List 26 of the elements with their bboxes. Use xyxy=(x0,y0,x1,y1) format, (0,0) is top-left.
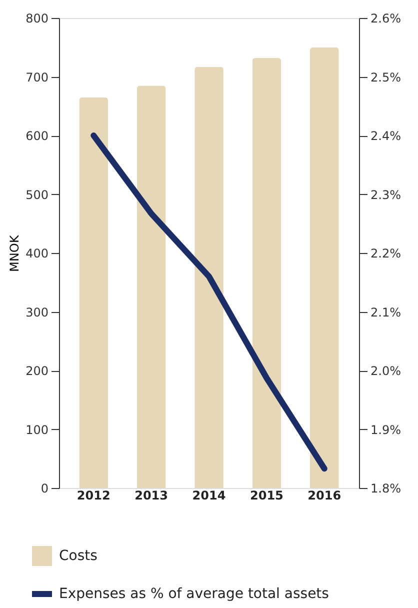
y-tick-label: 0 xyxy=(40,482,48,496)
y-tick-label: 300 xyxy=(26,305,48,320)
x-tick-label: 2016 xyxy=(308,488,342,502)
y2-tick-label: 2.2% xyxy=(370,246,401,260)
y2-tick-label: 2.0% xyxy=(370,364,401,378)
y2-tick-label: 2.1% xyxy=(370,305,401,320)
y-tick-label: 400 xyxy=(26,246,48,260)
y-tick-label: 700 xyxy=(26,70,48,84)
y-tick-label: 100 xyxy=(26,422,48,437)
y-tick-label: 200 xyxy=(26,364,48,378)
y2-tick-label: 2.4% xyxy=(370,129,401,143)
y-axis-title: MNOK xyxy=(8,234,22,272)
x-tick-label: 2012 xyxy=(76,488,110,502)
x-tick-label: 2015 xyxy=(250,488,284,502)
legend-label: Costs xyxy=(59,548,98,564)
x-tick-label: 2014 xyxy=(192,488,226,502)
y2-tick-label: 1.9% xyxy=(370,422,401,437)
y-tick-label: 600 xyxy=(26,129,48,143)
y2-tick-label: 1.8% xyxy=(370,482,401,496)
x-tick-label: 2013 xyxy=(134,488,168,502)
legend-label: Expenses as % of average total assets xyxy=(59,586,329,602)
y2-tick-label: 2.5% xyxy=(370,70,401,84)
y-tick-label: 500 xyxy=(26,188,48,202)
y2-tick-label: 2.3% xyxy=(370,188,401,202)
y2-tick-label: 2.6% xyxy=(370,12,401,26)
y-tick-label: 800 xyxy=(26,12,48,26)
